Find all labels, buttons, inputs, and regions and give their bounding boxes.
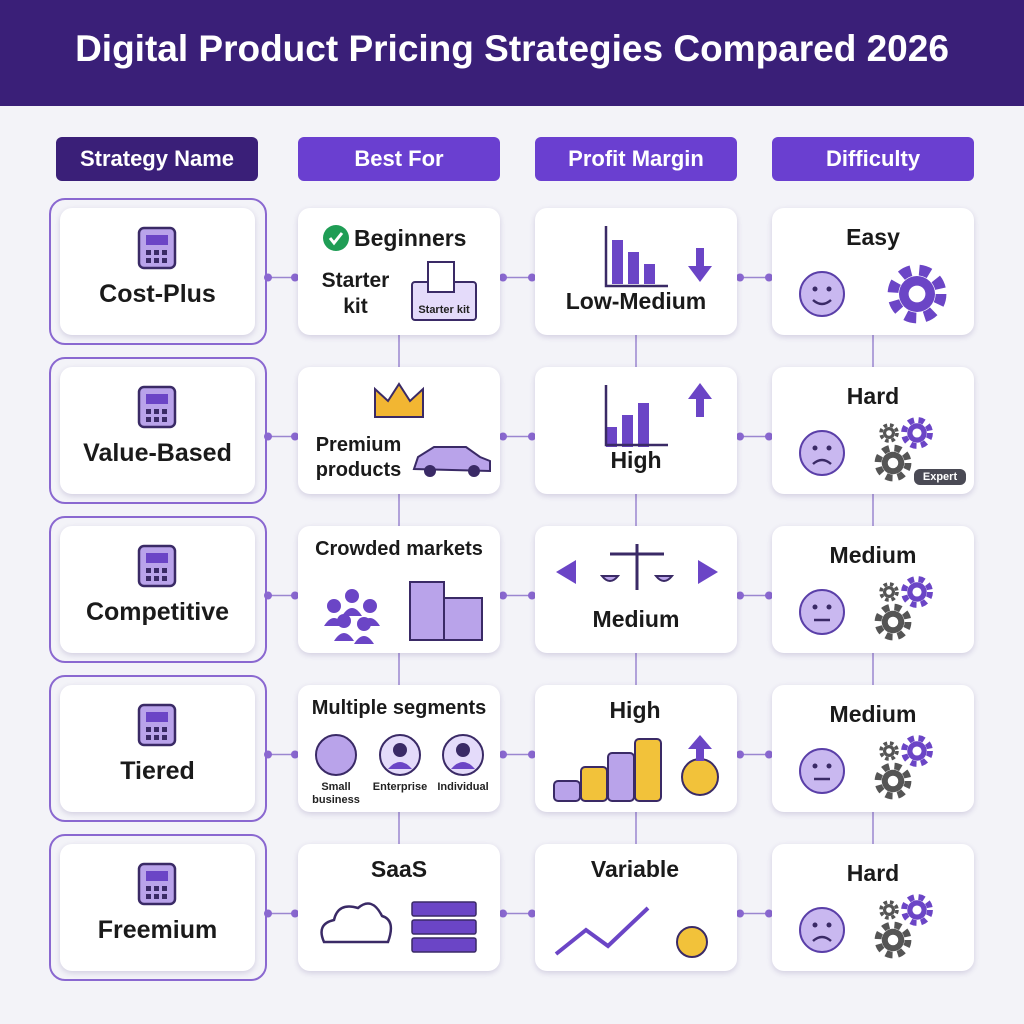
difficulty-icon: [799, 894, 933, 959]
cell-card: [772, 685, 974, 812]
column-header: Best For: [298, 137, 500, 181]
strategy-name: Tiered: [120, 757, 195, 785]
profit-margin: Medium: [592, 606, 680, 632]
connector-dot: [499, 750, 507, 759]
row-frame: [49, 357, 267, 504]
strategy-icon: [137, 226, 177, 270]
strategy-name: Freemium: [97, 916, 218, 944]
profit-margin: Low-Medium: [565, 288, 707, 314]
connector-dot: [499, 273, 507, 282]
strategy-name: Value-Based: [83, 439, 232, 467]
connector-dot: [736, 750, 744, 759]
strategy-icon: [137, 385, 177, 429]
difficulty: Hard: [846, 860, 900, 886]
segment-icon: [315, 734, 357, 776]
connector-dot: [291, 591, 299, 600]
best-for: Beginners: [354, 225, 467, 251]
connector-dot: [528, 909, 536, 918]
icon-label: Enterprise: [372, 781, 428, 793]
connector-dot: [765, 591, 773, 600]
row-frame: [49, 834, 267, 981]
profit-margin: Variable: [590, 856, 680, 882]
margin-icon: [553, 735, 719, 802]
connector-dot: [765, 273, 773, 282]
margin-icon: [604, 383, 712, 447]
connector-dot: [499, 909, 507, 918]
margin-icon: [556, 544, 718, 590]
crowd-icon: [324, 581, 483, 644]
connector-dot: [736, 591, 744, 600]
difficulty-icon: [799, 264, 947, 324]
check-icon: [323, 225, 349, 251]
margin-icon: [604, 226, 712, 288]
best-for: Premium products: [315, 434, 402, 481]
strategy-icon: [137, 862, 177, 906]
connector-dot: [291, 273, 299, 282]
car-icon: [412, 446, 491, 477]
cell-card: [772, 208, 974, 335]
strategy-name: Competitive: [85, 598, 230, 626]
difficulty-tag: Expert: [914, 469, 966, 485]
profit-margin: High: [610, 447, 662, 473]
row-frame: [49, 675, 267, 822]
connector-dot: [736, 432, 744, 441]
connector-dot: [528, 591, 536, 600]
difficulty-icon: [799, 735, 933, 800]
kit-icon: [411, 261, 477, 321]
cloud-icon: [320, 901, 477, 953]
connector-dot: [528, 432, 536, 441]
crown-icon: [374, 382, 424, 418]
strategy-name: Cost-Plus: [99, 280, 216, 308]
connector-dot: [291, 432, 299, 441]
segment-icon: [379, 734, 421, 776]
difficulty: Easy: [846, 224, 900, 250]
connector-dot: [765, 909, 773, 918]
difficulty-icon: [799, 576, 933, 641]
column-header: Difficulty: [772, 137, 974, 181]
icon-label: Small business: [312, 781, 360, 806]
icon-label: Individual: [437, 781, 489, 793]
strategy-icon: [137, 544, 177, 588]
best-for-note: Starter kit: [321, 269, 390, 318]
best-for: Crowded markets: [315, 538, 483, 560]
row-frame: [49, 516, 267, 663]
row-frame: [49, 198, 267, 345]
difficulty-icon: [799, 417, 933, 482]
connector-dot: [736, 273, 744, 282]
column-header: Strategy Name: [56, 137, 258, 181]
best-for: Multiple segments: [311, 697, 487, 719]
segment-icon: [442, 734, 484, 776]
title-bar: [0, 0, 1024, 106]
best-for: SaaS: [370, 856, 428, 882]
difficulty: Hard: [846, 383, 900, 409]
connector-dot: [765, 432, 773, 441]
difficulty: Medium: [829, 542, 917, 568]
page-title: Digital Product Pricing Strategies Compa…: [75, 28, 949, 69]
strategy-icon: [137, 703, 177, 747]
connector-dot: [291, 909, 299, 918]
connector-dot: [736, 909, 744, 918]
connector-dot: [291, 750, 299, 759]
connector-dot: [528, 273, 536, 282]
cell-card: [772, 526, 974, 653]
cell-card: [772, 844, 974, 971]
margin-icon: [554, 906, 708, 958]
icon-label: Starter kit: [418, 304, 470, 316]
profit-margin: High: [609, 697, 661, 723]
connector-dot: [499, 591, 507, 600]
column-header: Profit Margin: [535, 137, 737, 181]
connector-dot: [765, 750, 773, 759]
connector-dot: [499, 432, 507, 441]
difficulty: Medium: [829, 701, 917, 727]
connector-dot: [528, 750, 536, 759]
